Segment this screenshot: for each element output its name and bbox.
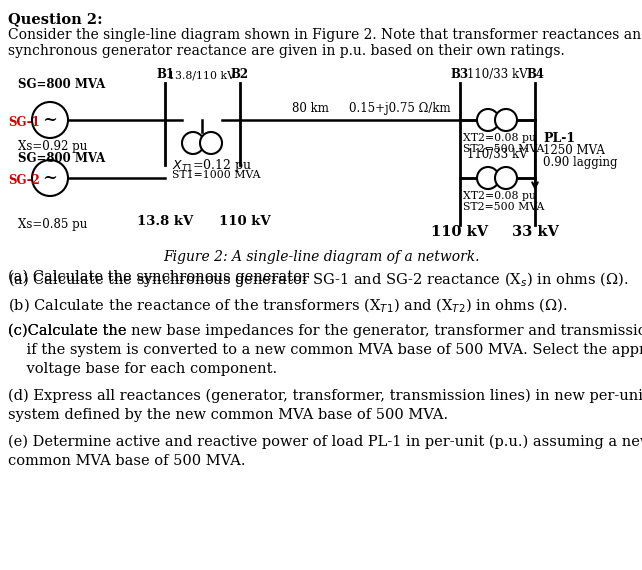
Text: 0.15+j0.75 Ω/km: 0.15+j0.75 Ω/km	[349, 102, 451, 115]
Text: (c)Calculate the: (c)Calculate the	[8, 324, 131, 338]
Text: common MVA base of 500 MVA.: common MVA base of 500 MVA.	[8, 454, 245, 468]
Text: (a) Calculate the synchronous generator SG-1 and SG-2 reactance (X$_s$) in ohms : (a) Calculate the synchronous generator …	[8, 270, 629, 289]
Text: voltage base for each component.: voltage base for each component.	[8, 362, 277, 376]
Text: (d) Express all reactances (generator, transformer, transmission lines) in new p: (d) Express all reactances (generator, t…	[8, 389, 642, 404]
Text: ~: ~	[42, 169, 58, 187]
Text: 110 kV: 110 kV	[219, 215, 271, 228]
Text: SG=800 MVA: SG=800 MVA	[18, 152, 105, 165]
Text: 1250 MVA: 1250 MVA	[543, 144, 605, 157]
Text: SG-2: SG-2	[8, 173, 40, 186]
Text: Question 2:: Question 2:	[8, 12, 103, 26]
Text: 13.8/110 kV: 13.8/110 kV	[168, 71, 236, 81]
Text: Xs=0.92 pu: Xs=0.92 pu	[18, 140, 87, 153]
Text: SG-1: SG-1	[8, 116, 40, 128]
Circle shape	[32, 102, 68, 138]
Text: B1: B1	[156, 68, 174, 81]
Circle shape	[200, 132, 222, 154]
Text: ~: ~	[42, 111, 58, 129]
Text: 13.8 kV: 13.8 kV	[137, 215, 193, 228]
Text: Xs=0.85 pu: Xs=0.85 pu	[18, 218, 87, 231]
Text: ST1=1000 MVA: ST1=1000 MVA	[172, 170, 261, 180]
Text: (e) Determine active and reactive power of load PL-1 in per-unit (p.u.) assuming: (e) Determine active and reactive power …	[8, 435, 642, 449]
Text: Figure 2: A single-line diagram of a network.: Figure 2: A single-line diagram of a net…	[163, 250, 479, 264]
Text: 33 kV: 33 kV	[512, 225, 559, 239]
Text: B2: B2	[231, 68, 249, 81]
Circle shape	[32, 160, 68, 196]
Text: ST2=500 MVA: ST2=500 MVA	[463, 202, 544, 212]
Text: SG=800 MVA: SG=800 MVA	[18, 78, 105, 91]
Text: (a) Calculate the synchronous generator: (a) Calculate the synchronous generator	[8, 270, 314, 284]
Circle shape	[495, 167, 517, 189]
Text: (b) Calculate the reactance of the transformers (X$_{T1}$) and (X$_{T2}$) in ohm: (b) Calculate the reactance of the trans…	[8, 297, 568, 315]
Text: B3: B3	[451, 68, 469, 81]
Text: PL-1: PL-1	[543, 132, 575, 145]
Circle shape	[495, 109, 517, 131]
Circle shape	[182, 132, 204, 154]
Text: Consider the single-line diagram shown in Figure 2. Note that transformer reacta: Consider the single-line diagram shown i…	[8, 28, 642, 42]
Circle shape	[477, 167, 499, 189]
Text: synchronous generator reactance are given in p.u. based on their own ratings.: synchronous generator reactance are give…	[8, 44, 565, 58]
Text: 0.90 lagging: 0.90 lagging	[543, 156, 618, 169]
Text: XT2=0.08 pu: XT2=0.08 pu	[463, 133, 536, 143]
Text: 110/33 kV: 110/33 kV	[467, 148, 527, 161]
Text: ST2=500 MVA: ST2=500 MVA	[463, 144, 544, 154]
Text: $X_{T1}$=0.12 pu: $X_{T1}$=0.12 pu	[172, 157, 252, 174]
Text: (c)Calculate the new base impedances for the generator, transformer and transmis: (c)Calculate the new base impedances for…	[8, 324, 642, 339]
Text: 110/33 kV: 110/33 kV	[467, 68, 527, 81]
Text: system defined by the new common MVA base of 500 MVA.: system defined by the new common MVA bas…	[8, 408, 448, 422]
Text: 110 kV: 110 kV	[431, 225, 489, 239]
Text: 80 km: 80 km	[291, 102, 329, 115]
Text: B4: B4	[526, 68, 544, 81]
Circle shape	[477, 109, 499, 131]
Text: XT2=0.08 pu: XT2=0.08 pu	[463, 191, 536, 201]
Text: if the system is converted to a new common MVA base of 500 MVA. Select the appro: if the system is converted to a new comm…	[8, 343, 642, 357]
